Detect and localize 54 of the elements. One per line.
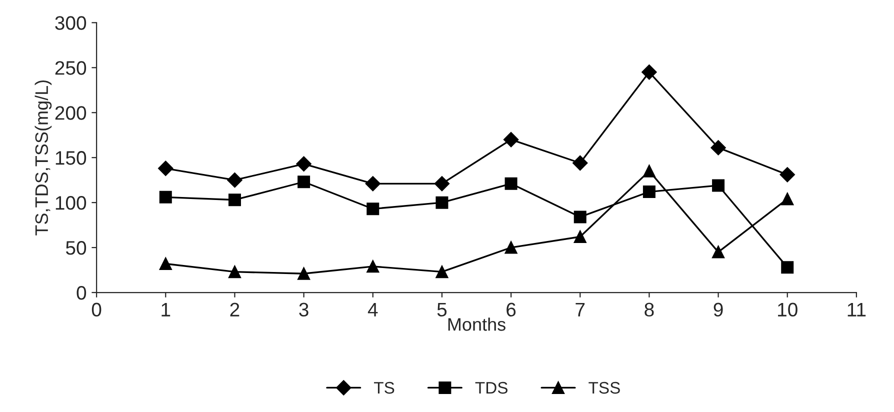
point [366, 260, 380, 273]
x-tick-label: 6 [506, 302, 516, 317]
y-tick-label: 250 [55, 61, 86, 75]
x-axis-title: Months [448, 318, 506, 331]
point [296, 156, 312, 172]
x-tick-label: 9 [714, 302, 723, 317]
point [504, 241, 518, 254]
y-tick-label: 100 [56, 196, 86, 210]
point [572, 155, 588, 171]
point [712, 246, 725, 258]
legend-label: TSS [588, 382, 620, 394]
point [642, 186, 656, 198]
y-tick-label: 0 [76, 286, 86, 300]
point [228, 266, 241, 278]
y-axis-title: TS,TDS,TSS(mg/L) [34, 80, 52, 236]
point [574, 210, 586, 224]
point [503, 132, 519, 148]
legend-label: TDS [475, 382, 508, 394]
point [710, 140, 726, 156]
x-tick-label: 10 [778, 302, 798, 317]
x-tick-label: 8 [644, 302, 654, 317]
x-tick-label: 11 [848, 302, 866, 316]
y-tick-label: 300 [55, 16, 86, 30]
point [781, 192, 794, 206]
x-tick-label: 4 [368, 302, 378, 316]
point [436, 266, 448, 278]
point [780, 167, 795, 182]
point [434, 176, 450, 192]
x-tick-label: 5 [437, 302, 447, 317]
point [158, 160, 174, 176]
point [298, 267, 310, 280]
x-tick-label: 3 [299, 302, 308, 317]
x-tick-label: 2 [230, 302, 240, 316]
point [712, 179, 725, 192]
legend-label: TS [374, 382, 394, 394]
x-tick-label: 1 [162, 302, 170, 316]
point [642, 164, 656, 178]
y-tick-label: 150 [56, 151, 86, 165]
point [366, 202, 380, 216]
point [781, 261, 794, 274]
point [228, 194, 241, 206]
point [159, 190, 172, 204]
point [574, 230, 586, 243]
x-tick-label: 0 [92, 302, 102, 317]
point [436, 196, 448, 209]
point [365, 176, 380, 192]
point [159, 257, 172, 270]
point [504, 177, 518, 190]
point [642, 64, 657, 80]
y-tick-label: 200 [55, 106, 86, 120]
point [298, 176, 310, 188]
point [227, 172, 242, 188]
y-tick-label: 50 [66, 241, 86, 255]
x-tick-label: 7 [576, 302, 585, 316]
